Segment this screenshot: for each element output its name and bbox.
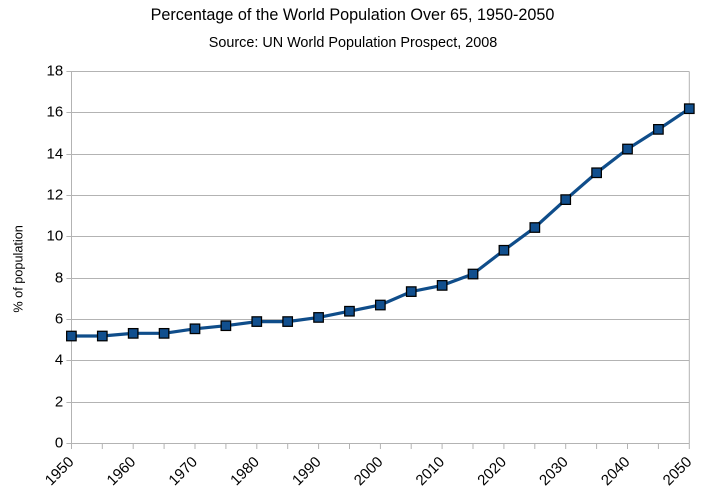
svg-text:18: 18	[47, 63, 64, 80]
svg-text:Percentage of the World Popula: Percentage of the World Population Over …	[151, 6, 555, 24]
svg-text:12: 12	[47, 187, 64, 204]
svg-text:4: 4	[55, 352, 63, 369]
svg-text:10: 10	[47, 228, 64, 245]
svg-text:2: 2	[55, 394, 63, 411]
svg-text:Source: UN World Population Pr: Source: UN World Population Prospect, 20…	[209, 35, 498, 51]
svg-text:8: 8	[55, 270, 63, 287]
svg-text:6: 6	[55, 311, 63, 328]
svg-text:16: 16	[47, 104, 64, 121]
svg-text:14: 14	[47, 146, 64, 163]
svg-text:% of population: % of population	[11, 225, 25, 312]
svg-text:0: 0	[55, 435, 63, 452]
